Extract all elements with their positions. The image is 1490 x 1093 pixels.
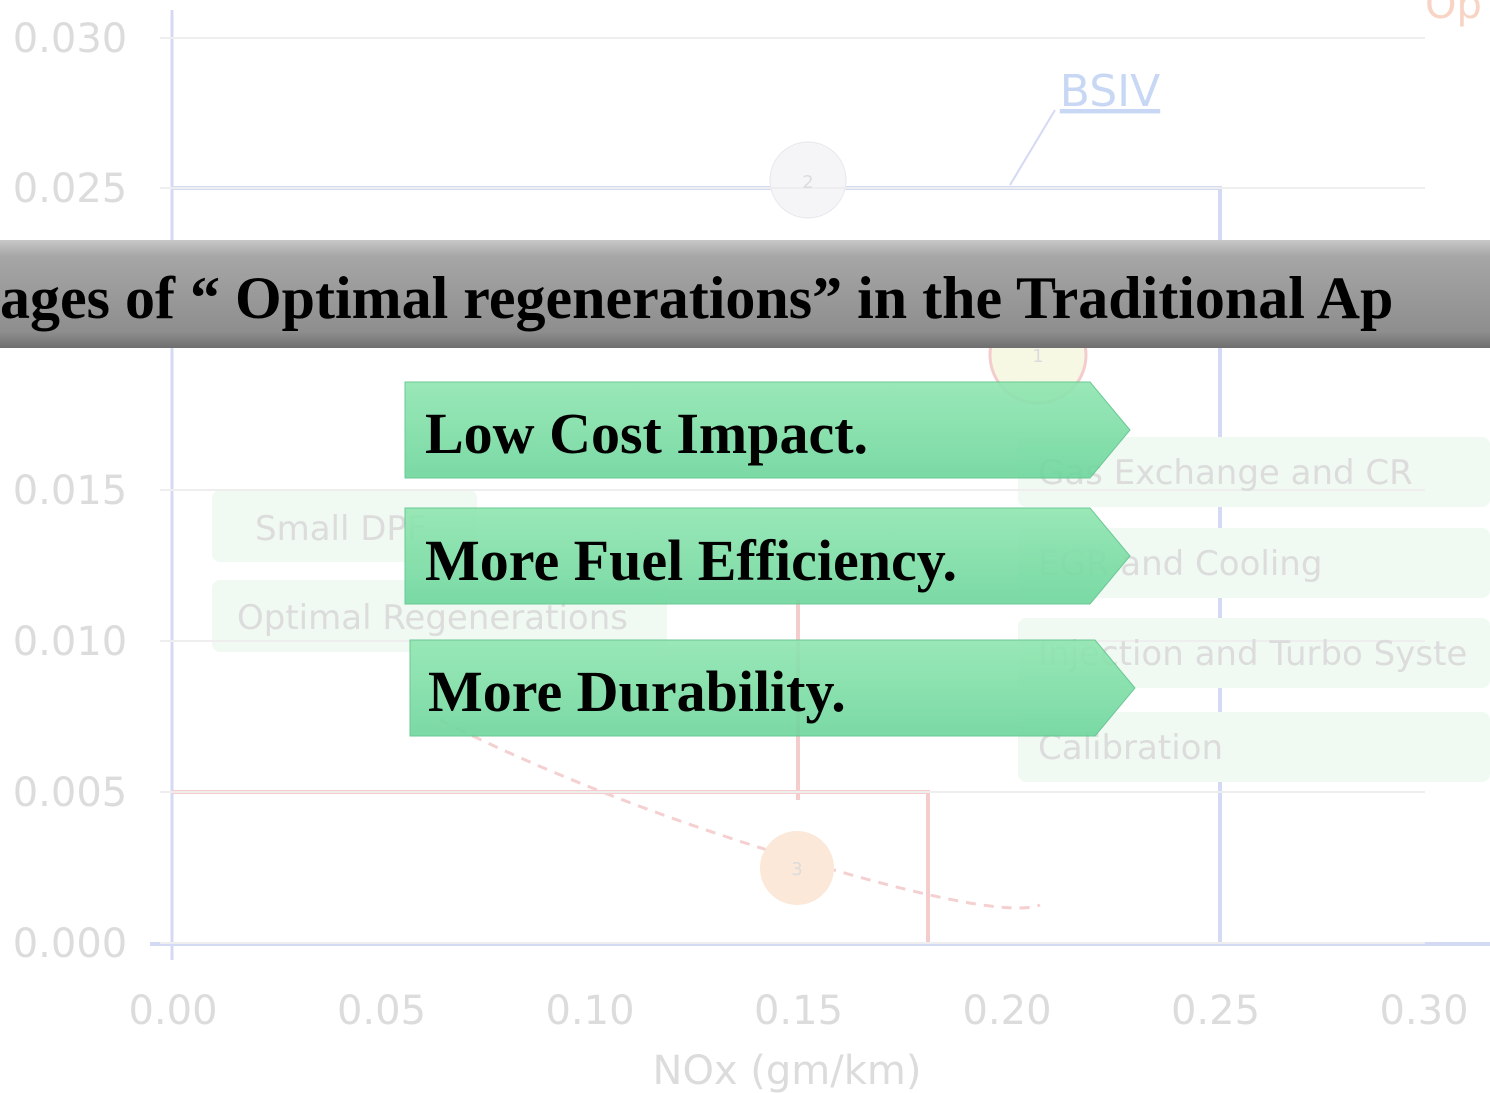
banner-title: ages of “ Optimal regenerations” in the …: [0, 265, 1393, 331]
y-tick-label: 0.000: [13, 921, 128, 967]
x-tick-label: 0.05: [337, 988, 426, 1034]
corner-label: Op: [1425, 0, 1482, 28]
arrow: [404, 381, 1131, 479]
box: [1018, 618, 1490, 688]
standard-label: BSIV: [1060, 66, 1160, 117]
box-label: Small DPF: [255, 509, 426, 549]
circle-label: 3: [791, 859, 802, 880]
arrow: [409, 639, 1136, 737]
pointer: [1009, 109, 1056, 186]
circle-label: 2: [802, 172, 813, 193]
x-tick-label: 0.20: [962, 988, 1051, 1034]
circle: [769, 141, 847, 219]
arrow: [404, 507, 1131, 605]
trend-line: [439, 718, 1041, 910]
x-tick-label: 0.15: [754, 988, 843, 1034]
circle: [760, 831, 834, 905]
box: [1018, 528, 1490, 598]
box-label: Optimal Regenerations: [237, 598, 628, 638]
circle-label: 1: [1032, 346, 1043, 367]
banner: [0, 240, 1490, 348]
point: Low Cost Impact.: [425, 401, 868, 466]
point: More Fuel Efficiency.: [425, 528, 957, 593]
y-tick-label: 0.030: [13, 16, 128, 62]
point: More Durability.: [428, 659, 846, 724]
x-tick-label: 0.00: [128, 988, 217, 1034]
x-tick-label: 0.30: [1379, 988, 1468, 1034]
x-axis-title: NOx (gm/km): [653, 1048, 922, 1093]
y-tick-label: 0.005: [13, 770, 128, 816]
box: [1018, 712, 1490, 782]
y-tick-label: 0.025: [13, 166, 128, 212]
y-tick-label: 0.010: [13, 619, 128, 665]
x-tick-label: 0.25: [1171, 988, 1260, 1034]
y-tick-label: 0.015: [13, 468, 128, 514]
x-tick-label: 0.10: [545, 988, 634, 1034]
